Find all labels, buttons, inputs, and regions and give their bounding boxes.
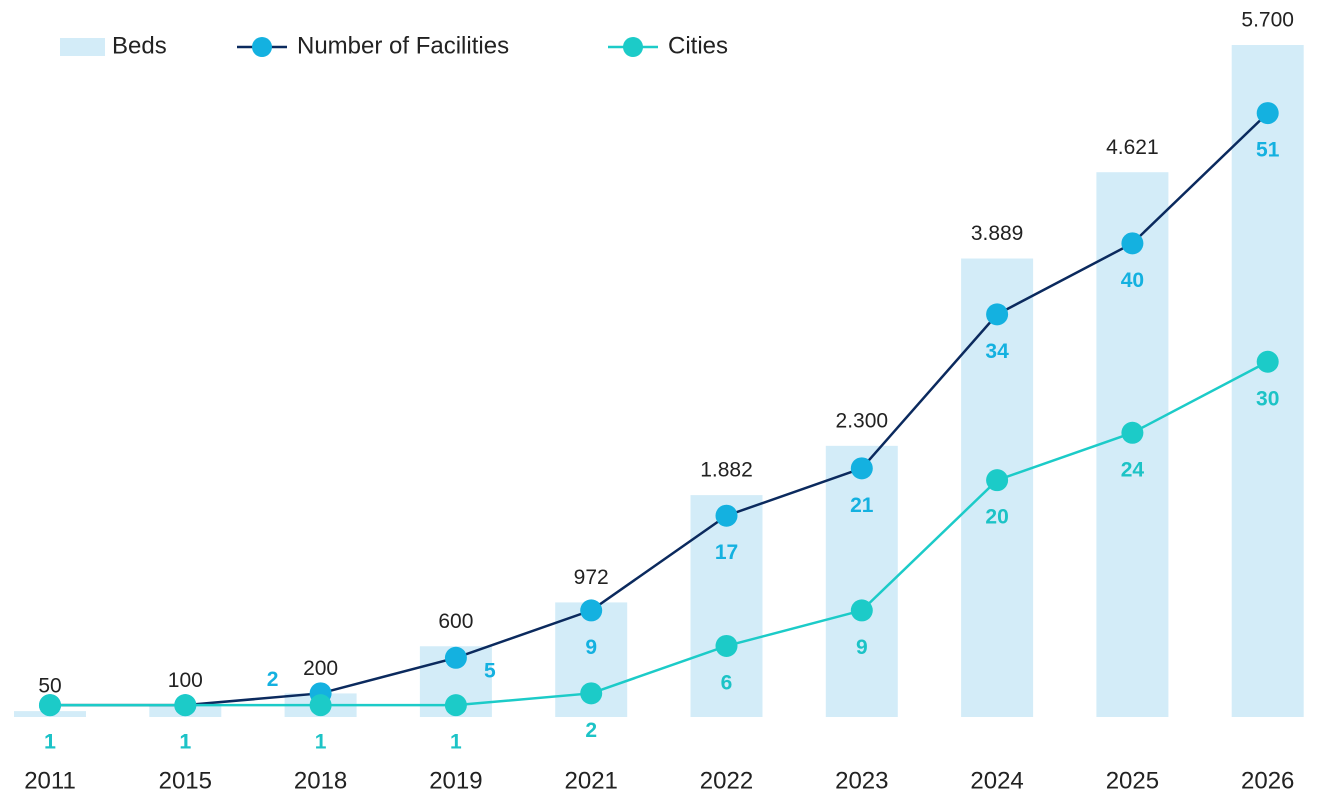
bar-value-label: 3.889	[971, 222, 1024, 245]
bar-value-label: 50	[38, 675, 61, 698]
line-marker	[174, 694, 197, 717]
line-marker	[715, 634, 738, 657]
line-marker	[1121, 421, 1144, 444]
line-value-label: 1	[315, 731, 327, 754]
x-tick-label: 2025	[1106, 767, 1159, 794]
line-value-label: 17	[715, 541, 738, 564]
bar	[1096, 172, 1169, 717]
bar-value-label: 1.882	[700, 459, 753, 482]
line-marker	[1256, 350, 1279, 373]
line-value-label: 1	[44, 731, 56, 754]
bar-value-label: 2.300	[836, 409, 889, 432]
line-marker	[309, 694, 332, 717]
legend-label: Number of Facilities	[297, 32, 509, 59]
line-value-label: 1	[179, 731, 191, 754]
line-value-label: 34	[985, 340, 1009, 363]
x-tick-label: 2011	[24, 767, 76, 794]
bar	[825, 445, 898, 717]
line-value-label: 1	[450, 731, 462, 754]
x-tick-label: 2026	[1241, 767, 1294, 794]
x-tick-label: 2022	[700, 767, 753, 794]
line-marker	[580, 599, 603, 622]
bar	[1231, 45, 1304, 717]
bar-value-label: 600	[438, 610, 473, 633]
line-marker	[986, 303, 1009, 326]
bar-value-label: 972	[574, 566, 609, 589]
line	[50, 360, 1269, 707]
x-tick-label: 2024	[970, 767, 1023, 794]
legend-marker	[623, 37, 643, 57]
line-marker	[1121, 232, 1144, 255]
x-tick-label: 2021	[565, 767, 618, 794]
line-value-label: 40	[1121, 269, 1144, 292]
line-value-label: 20	[985, 506, 1008, 529]
line-marker	[986, 469, 1009, 492]
line-value-label: 2	[585, 719, 597, 742]
line-marker	[39, 694, 61, 717]
line-marker	[715, 504, 738, 527]
line-value-label: 30	[1256, 387, 1279, 410]
bar-value-label: 200	[303, 657, 338, 680]
line-value-label: 6	[721, 671, 733, 694]
line-marker	[444, 646, 467, 669]
line	[50, 112, 1269, 707]
legend-label: Beds	[112, 32, 167, 59]
line-value-label: 9	[585, 636, 597, 659]
legend-label: Cities	[668, 32, 728, 59]
x-tick-label: 2023	[835, 767, 888, 794]
line-value-label: 2	[267, 668, 279, 691]
line-value-label: 9	[856, 636, 868, 659]
line-marker	[1256, 102, 1279, 125]
x-tick-label: 2018	[294, 767, 347, 794]
line-marker	[444, 694, 467, 717]
legend-marker	[252, 37, 272, 57]
line-value-label: 24	[1121, 458, 1145, 481]
bar-value-label: 100	[168, 669, 203, 692]
line-value-label: 1	[179, 731, 191, 754]
line-marker	[850, 599, 873, 622]
bar-value-label: 5.700	[1241, 9, 1294, 32]
x-tick-label: 2015	[159, 767, 212, 794]
legend-swatch	[60, 38, 105, 56]
bar-value-label: 4.621	[1106, 136, 1159, 159]
line-marker	[850, 457, 873, 480]
line-value-label: 1	[44, 731, 56, 754]
line-value-label: 51	[1256, 139, 1280, 162]
line-value-label: 5	[484, 659, 496, 682]
line-value-label: 21	[850, 494, 874, 517]
line-marker	[580, 682, 603, 705]
x-tick-label: 2019	[429, 767, 482, 794]
